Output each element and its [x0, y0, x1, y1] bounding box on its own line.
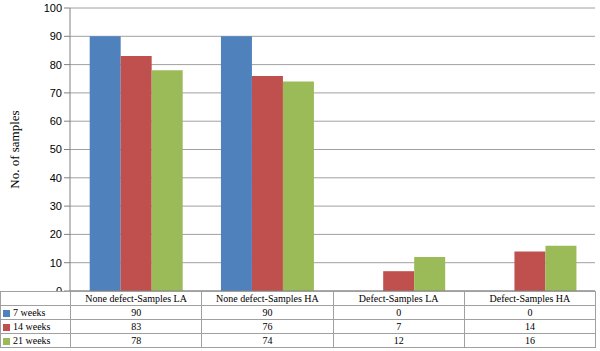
- html-text:21 weeks: 21 weeks: [13, 335, 51, 346]
- html-text:0: 0: [527, 307, 533, 318]
- svg-text:70: 70: [50, 87, 62, 99]
- html-text:None defect-Samples HA: None defect-Samples HA: [216, 293, 319, 304]
- html-text:0: 0: [396, 307, 402, 318]
- html-text:Defect-Samples LA: Defect-Samples LA: [358, 293, 439, 304]
- html-text:12: 12: [393, 335, 404, 346]
- html-text:16: 16: [524, 335, 535, 346]
- svg-text:40: 40: [50, 172, 62, 184]
- svg-text:60: 60: [50, 115, 62, 127]
- html-text:78: 78: [131, 335, 142, 346]
- html-text:14: 14: [524, 321, 535, 332]
- html-text:90: 90: [131, 307, 142, 318]
- html-text:7: 7: [396, 321, 402, 332]
- html-text:Defect-Samples HA: Defect-Samples HA: [489, 293, 571, 304]
- html-text:7 weeks: 7 weeks: [13, 307, 46, 318]
- html-text:76: 76: [262, 321, 273, 332]
- svg-text:50: 50: [50, 143, 62, 155]
- svg-text:30: 30: [50, 200, 62, 212]
- html-text:None defect-Samples LA: None defect-Samples LA: [85, 293, 187, 304]
- svg-text:100: 100: [44, 2, 62, 14]
- html-text:74: 74: [262, 335, 273, 346]
- svg-text:20: 20: [50, 228, 62, 240]
- svg-text:90: 90: [50, 30, 62, 42]
- svg-text:10: 10: [50, 257, 62, 269]
- html-text:83: 83: [131, 321, 142, 332]
- html-text:90: 90: [262, 307, 273, 318]
- svg-text:80: 80: [50, 59, 62, 71]
- html-text:14 weeks: 14 weeks: [13, 321, 51, 332]
- svg-text:No. of samples: No. of samples: [8, 110, 22, 188]
